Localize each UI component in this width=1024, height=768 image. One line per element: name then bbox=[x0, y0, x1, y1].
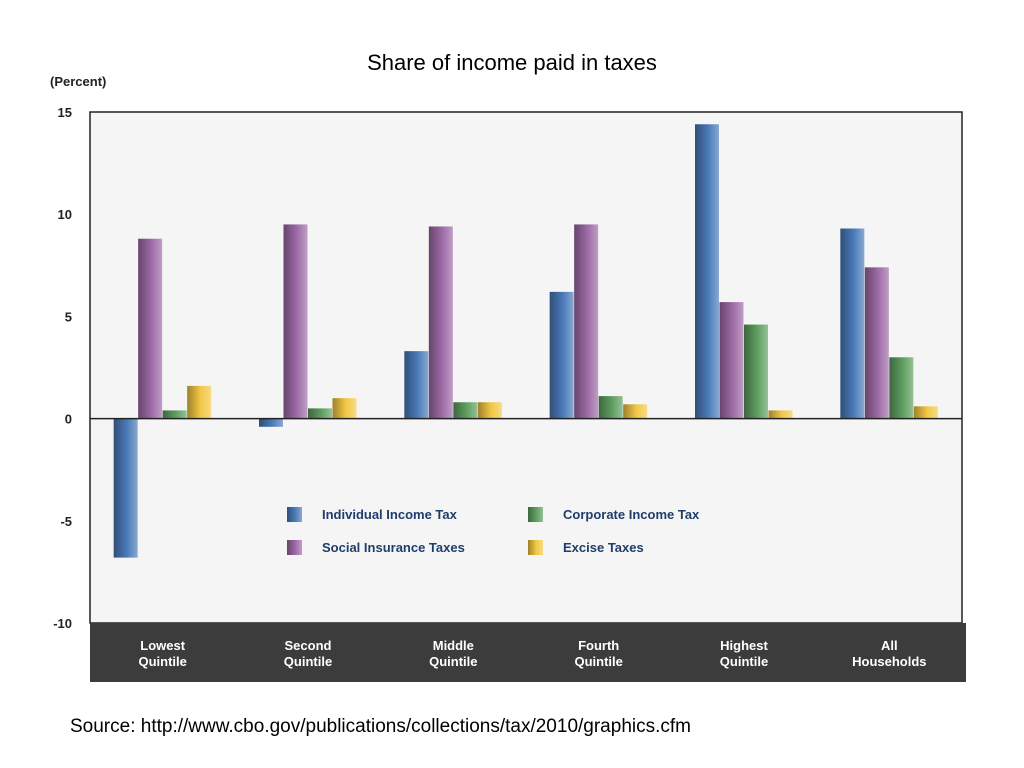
category-label: Quintile bbox=[138, 654, 186, 669]
legend-label: Social Insurance Taxes bbox=[322, 540, 465, 555]
category-label: Highest bbox=[720, 638, 768, 653]
category-label: All bbox=[881, 638, 898, 653]
category-label: Quintile bbox=[429, 654, 477, 669]
bar-social-insurance-taxes bbox=[138, 238, 163, 419]
bar-social-insurance-taxes bbox=[719, 302, 744, 419]
bar-individual-income-tax bbox=[113, 418, 138, 558]
chart-title: Share of income paid in taxes bbox=[367, 50, 657, 75]
legend-label: Excise Taxes bbox=[563, 540, 644, 555]
bar-individual-income-tax bbox=[404, 351, 429, 419]
y-tick-label: 10 bbox=[58, 207, 72, 222]
bar-social-insurance-taxes bbox=[283, 224, 308, 419]
category-label: Second bbox=[285, 638, 332, 653]
bar-excise-taxes bbox=[187, 385, 212, 419]
category-label: Quintile bbox=[720, 654, 768, 669]
bar-corporate-income-tax bbox=[453, 402, 478, 419]
y-tick-label: -5 bbox=[60, 514, 72, 529]
y-axis-label: (Percent) bbox=[50, 74, 106, 89]
legend-label: Corporate Income Tax bbox=[563, 507, 700, 522]
y-tick-label: 5 bbox=[65, 309, 72, 324]
bar-social-insurance-taxes bbox=[864, 267, 889, 419]
legend-swatch bbox=[528, 540, 543, 555]
category-label: Middle bbox=[433, 638, 474, 653]
category-label: Households bbox=[852, 654, 926, 669]
category-label: Lowest bbox=[140, 638, 185, 653]
bar-corporate-income-tax bbox=[744, 324, 768, 419]
bar-corporate-income-tax bbox=[308, 408, 332, 419]
bar-individual-income-tax bbox=[695, 124, 719, 419]
y-tick-label: 15 bbox=[58, 105, 72, 120]
bar-individual-income-tax bbox=[259, 418, 283, 427]
bar-individual-income-tax bbox=[840, 228, 865, 419]
bar-individual-income-tax bbox=[549, 291, 574, 419]
legend-swatch bbox=[287, 507, 302, 522]
bar-corporate-income-tax bbox=[889, 357, 914, 419]
bar-excise-taxes bbox=[332, 398, 357, 419]
source-note: Source: http://www.cbo.gov/publications/… bbox=[70, 716, 691, 737]
bar-excise-taxes bbox=[913, 406, 938, 419]
bar-excise-taxes bbox=[623, 404, 648, 419]
bar-corporate-income-tax bbox=[162, 410, 187, 419]
category-band bbox=[90, 623, 966, 682]
bar-corporate-income-tax bbox=[598, 396, 623, 419]
category-label: Fourth bbox=[578, 638, 619, 653]
category-label: Quintile bbox=[574, 654, 622, 669]
legend-label: Individual Income Tax bbox=[322, 507, 458, 522]
legend-swatch bbox=[528, 507, 543, 522]
y-tick-label: -10 bbox=[53, 616, 72, 631]
y-tick-label: 0 bbox=[65, 412, 72, 427]
legend-swatch bbox=[287, 540, 302, 555]
bar-social-insurance-taxes bbox=[574, 224, 599, 419]
category-label: Quintile bbox=[284, 654, 332, 669]
bar-excise-taxes bbox=[768, 410, 793, 419]
bar-excise-taxes bbox=[477, 402, 502, 419]
plot-area bbox=[89, 111, 963, 624]
bar-social-insurance-taxes bbox=[428, 226, 453, 419]
